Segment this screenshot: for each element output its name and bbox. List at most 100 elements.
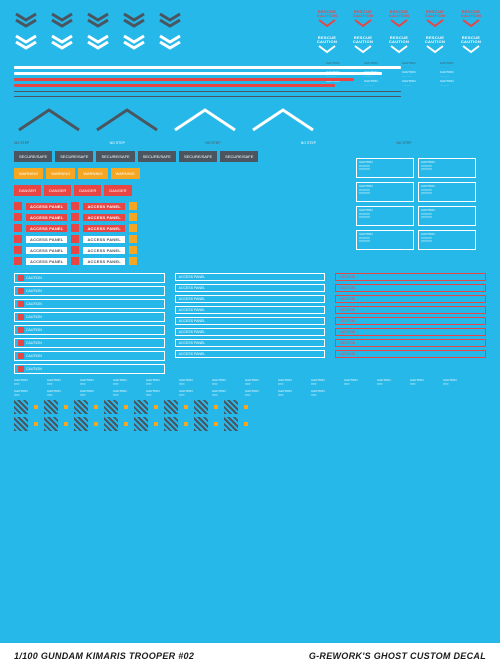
access-panel-label: ACCESS PANEL <box>26 236 67 243</box>
square-icon <box>14 213 22 221</box>
label-box: WARNING <box>46 168 75 179</box>
hatch-square-icon <box>14 400 28 414</box>
small-tag: ACCESS PANEL <box>175 350 326 358</box>
mini-text: CAUTION━━━ <box>410 378 440 386</box>
label-box: SECURE/SAFE <box>179 151 217 162</box>
line-decal <box>14 84 335 87</box>
mini-text: CAUTION━━━ <box>212 378 242 386</box>
mini-text: CAUTION━━━ <box>80 389 110 397</box>
caution-text: CAUTION········· <box>402 80 438 87</box>
hatch-square-icon <box>14 417 28 431</box>
label-box: SECURE/SAFE <box>220 151 258 162</box>
hatch-square-icon <box>104 417 118 431</box>
chevron-icon <box>158 34 182 52</box>
label-box: WARNING <box>78 168 107 179</box>
small-tag: CAUTION <box>335 306 486 314</box>
square-icon <box>71 202 79 210</box>
square-icon <box>14 224 22 232</box>
line-decal <box>14 66 401 69</box>
mini-text: CAUTION━━━ <box>311 389 341 397</box>
access-panel-label: ACCESS PANEL <box>26 203 67 210</box>
small-tag: CAUTION <box>14 273 165 283</box>
square-icon <box>14 257 22 265</box>
small-tag: CAUTION <box>14 338 165 348</box>
hatch-square-icon <box>134 417 148 431</box>
warning-box: CAUTION━━━━━━━━━━━━ <box>418 206 476 226</box>
caution-v-badge: RESCUECAUTION <box>456 36 486 58</box>
small-tag: CAUTION <box>14 312 165 322</box>
dot-icon <box>184 422 188 426</box>
dot-icon <box>244 422 248 426</box>
access-panel-label: ACCESS PANEL <box>83 258 124 265</box>
access-panel-label: ACCESS PANEL <box>83 247 124 254</box>
caution-v-badge: RESCUECAUTION <box>312 36 342 58</box>
line-decal <box>14 72 382 75</box>
micro-label: NO STEP <box>14 141 104 145</box>
square-icon <box>71 213 79 221</box>
small-tag: CAUTION <box>14 325 165 335</box>
hatch-square-icon <box>44 417 58 431</box>
square-icon <box>71 257 79 265</box>
small-tag: ACCESS PANEL <box>175 328 326 336</box>
square-icon <box>14 246 22 254</box>
warning-box: CAUTION━━━━━━━━━━━━ <box>356 230 414 250</box>
dot-icon <box>154 405 158 409</box>
micro-label: NO STEP <box>205 141 295 145</box>
lower-col-2: ACCESS PANELACCESS PANELACCESS PANELACCE… <box>175 273 326 374</box>
mini-text: CAUTION━━━ <box>14 389 44 397</box>
dot-icon <box>214 405 218 409</box>
angle-icon <box>248 105 318 135</box>
label-box: WARNING <box>14 168 43 179</box>
dot-icon <box>94 405 98 409</box>
caution-v-badge: RESCUECAUTION <box>420 36 450 58</box>
caution-text: CAUTION········· <box>440 62 476 69</box>
square-icon <box>129 235 137 243</box>
caution-text: CAUTION········· <box>402 71 438 78</box>
line-decal <box>14 78 354 81</box>
access-panel-label: ACCESS PANEL <box>26 247 67 254</box>
caution-v-row-red: RESCUECAUTION RESCUECAUTION RESCUECAUTIO… <box>312 10 486 32</box>
dot-icon <box>34 422 38 426</box>
square-icon <box>129 213 137 221</box>
square-icon <box>14 235 22 243</box>
dot-icon <box>64 405 68 409</box>
square-icon <box>129 224 137 232</box>
warning-box: CAUTION━━━━━━━━━━━━ <box>418 182 476 202</box>
warning-box: CAUTION━━━━━━━━━━━━ <box>418 158 476 178</box>
small-tag: CAUTION <box>14 351 165 361</box>
small-tag: CAUTION <box>335 350 486 358</box>
hatch-square-icon <box>194 400 208 414</box>
title-bar: 1/100 GUNDAM KIMARIS TROOPER #02 G-REWOR… <box>0 643 500 669</box>
angle-icon <box>14 105 84 135</box>
hatch-row <box>14 417 486 431</box>
mini-text: CAUTION━━━ <box>245 378 275 386</box>
micro-label: NO STEP <box>301 141 391 145</box>
chevron-icon <box>50 34 74 52</box>
mini-text: CAUTION━━━ <box>179 389 209 397</box>
mini-text: CAUTION━━━ <box>113 389 143 397</box>
small-tag: CAUTION <box>335 339 486 347</box>
panel-row: ACCESS PANEL ACCESS PANEL <box>14 257 486 265</box>
small-tag: CAUTION <box>335 295 486 303</box>
hatch-square-icon <box>194 417 208 431</box>
small-tag: CAUTION <box>14 299 165 309</box>
access-panel-label: ACCESS PANEL <box>26 214 67 221</box>
chevron-icon <box>122 34 146 52</box>
caution-text: CAUTION········· <box>402 62 438 69</box>
decal-sheet: RESCUECAUTION RESCUECAUTION RESCUECAUTIO… <box>0 0 500 669</box>
label-box: SECURE/SAFE <box>55 151 93 162</box>
dot-icon <box>124 405 128 409</box>
line-decal <box>14 96 401 97</box>
small-tag: ACCESS PANEL <box>175 284 326 292</box>
mini-text: CAUTION━━━ <box>146 378 176 386</box>
warning-box: CAUTION━━━━━━━━━━━━ <box>356 158 414 178</box>
mini-text: CAUTION━━━ <box>278 378 308 386</box>
hatch-square-icon <box>104 400 118 414</box>
mini-text: CAUTION━━━ <box>212 389 242 397</box>
mini-text: CAUTION━━━ <box>47 389 77 397</box>
label-box: SECURE/SAFE <box>96 151 134 162</box>
square-icon <box>71 246 79 254</box>
hatch-square-icon <box>224 417 238 431</box>
small-tag: CAUTION <box>14 286 165 296</box>
hatch-square-icon <box>74 400 88 414</box>
